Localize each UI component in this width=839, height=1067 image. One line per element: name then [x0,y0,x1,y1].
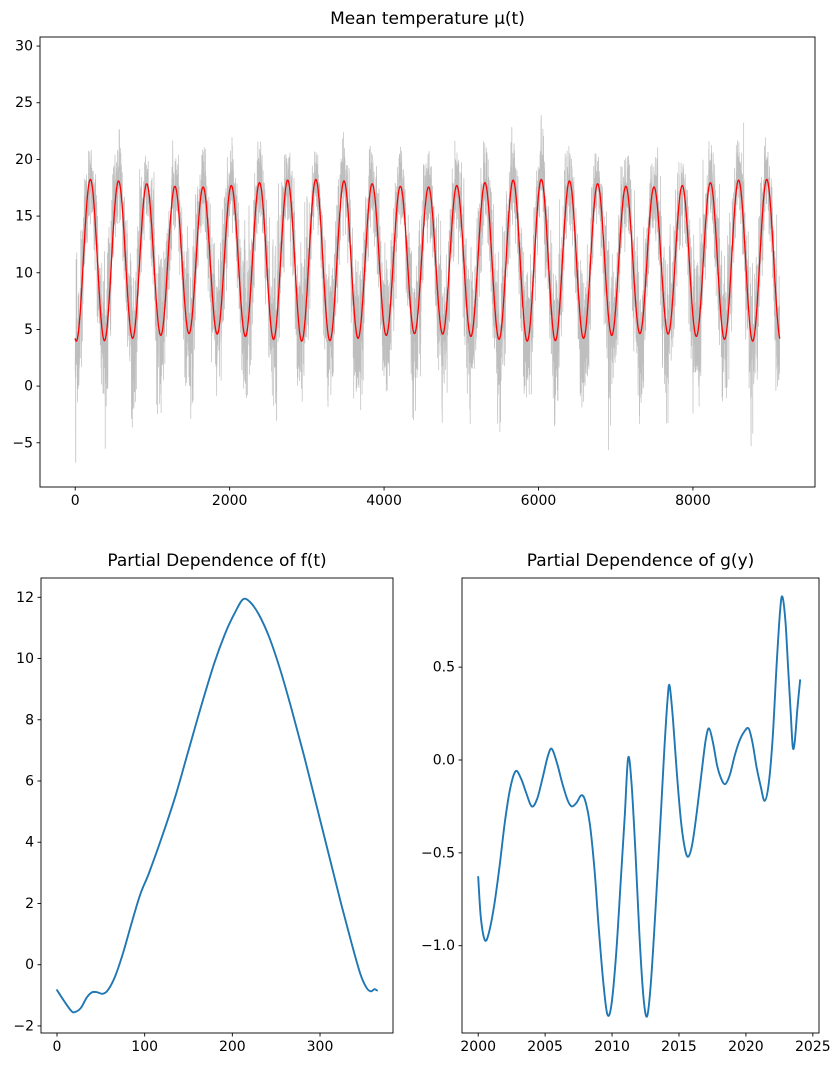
x-tick-label: 2020 [728,1039,764,1055]
y-tick-label: 0.0 [433,753,455,769]
x-tick-label: 2010 [594,1039,630,1055]
axes-partial-dependence-g: 2000 2005 2010 2015 2020 2025 0.5 0.0 −0.5 −1.0 [421,577,831,1055]
x-tick-label: 6000 [521,493,557,509]
y-tick-label: −2 [13,1018,34,1034]
y-tick-label: 5 [24,322,33,338]
y-tick-label: 0.5 [433,660,455,676]
y-tick-label: 4 [25,835,34,851]
y-tick-label: 0 [25,957,34,973]
x-tick-label: 2015 [661,1039,697,1055]
plot-area-partial-dependence-g [477,595,802,1018]
axes-frame-partial-dependence-f [40,577,394,1034]
x-tick-label: 0 [71,493,80,509]
chart-title-partial-dependence-f: Partial Dependence of f(t) [107,551,327,571]
chart-title-partial-dependence-g: Partial Dependence of g(y) [526,551,755,571]
y-tick-label: 12 [16,590,34,606]
series-seasonal-fit [74,178,781,342]
y-tick-label: 15 [15,209,33,225]
y-tick-label: 2 [25,896,34,912]
x-tick-label: 4000 [366,493,402,509]
axes-partial-dependence-f: 0 100 200 300 12 10 8 6 4 2 0 −2 [13,577,394,1055]
x-tick-label: 2005 [527,1039,563,1055]
y-tick-label: 0 [24,379,33,395]
axes-frame-partial-dependence-g [461,577,820,1034]
series-g-curve [477,595,802,1018]
y-tick-label: −0.5 [421,845,455,861]
x-tick-label: 8000 [675,493,711,509]
series-f-curve [56,597,378,1014]
y-tick-label: 10 [16,651,34,667]
y-tick-label: 25 [15,95,33,111]
chart-title-mean-temperature: Mean temperature μ(t) [330,9,525,29]
y-tick-label: −1.0 [421,938,455,954]
x-tick-label: 2025 [795,1039,831,1055]
x-tick-label: 100 [131,1039,158,1055]
y-tick-label: 10 [15,265,33,281]
y-tick-label: −5 [12,435,33,451]
plot-area-mean-temperature [74,114,781,463]
x-tick-label: 2000 [212,493,248,509]
x-tick-label: 300 [307,1039,334,1055]
x-tick-label: 2000 [460,1039,496,1055]
x-tick-label: 200 [219,1039,246,1055]
axes-frame-mean-temperature [39,36,816,488]
axes-mean-temperature: 0 2000 4000 6000 8000 30 25 20 15 10 5 0 −5 [12,36,816,509]
y-tick-label: 6 [25,774,34,790]
x-tick-label: 0 [53,1039,62,1055]
y-tick-label: 20 [15,152,33,168]
y-tick-label: 8 [25,712,34,728]
y-tick-label: 30 [15,39,33,55]
plot-area-partial-dependence-f [56,597,378,1014]
